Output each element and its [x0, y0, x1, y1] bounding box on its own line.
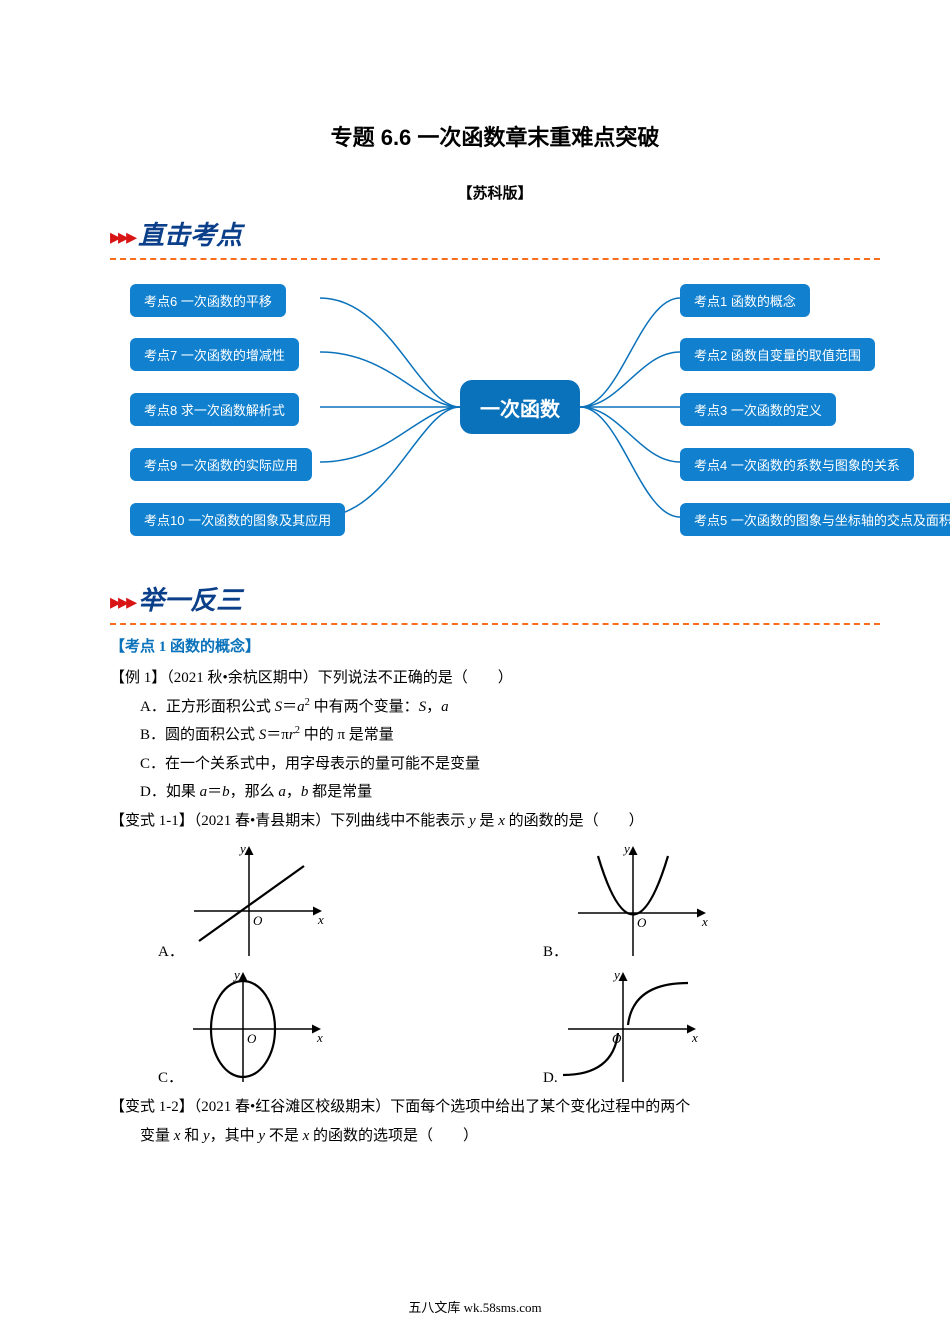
mm-right-3: 考点4 一次函数的系数与图象的关系	[680, 448, 914, 481]
arrows-icon-2: ▸▸▸	[110, 589, 134, 614]
var11-cell-B: B． y x O	[495, 841, 880, 961]
svg-text:x: x	[316, 1030, 323, 1045]
mindmap-center: 一次函数	[460, 380, 580, 434]
ex1-optC: C．在一个关系式中，用字母表示的量可能不是变量	[110, 750, 880, 779]
mm-right-0: 考点1 函数的概念	[680, 284, 810, 317]
svg-text:O: O	[637, 915, 647, 930]
svg-text:x: x	[691, 1030, 698, 1045]
mindmap: 一次函数 考点6 一次函数的平移 考点7 一次函数的增减性 考点8 求一次函数解…	[110, 270, 880, 560]
ex1-optD-pre: D．如果	[140, 784, 200, 800]
svg-text:x: x	[701, 914, 708, 929]
ex1-optA: A．正方形面积公式 S＝a2 中有两个变量：S，a	[110, 693, 880, 722]
section-badge-2: ▸▸▸ 举一反三	[110, 580, 880, 617]
ex1-optD-post: ，那么	[230, 784, 279, 800]
mm-right-1: 考点2 函数自变量的取值范围	[680, 338, 875, 371]
var11-optB: B．	[543, 940, 568, 961]
arrows-icon: ▸▸▸	[110, 224, 134, 249]
topic-heading-1: 【考点 1 函数的概念】	[110, 635, 880, 656]
var12-line1: 【变式 1-2】（2021 春•红谷滩区校级期末）下面每个选项中给出了某个变化过…	[110, 1093, 880, 1122]
var11-label: 【变式 1-1】（2021 春•青县期末）下列曲线中不能表示 y 是 x 的函数…	[110, 807, 880, 836]
svg-text:O: O	[247, 1031, 257, 1046]
ex1-optB-tail: 是常量	[345, 727, 394, 743]
dashed-divider-2	[110, 623, 880, 625]
page-title: 专题 6.6 一次函数章末重难点突破	[110, 120, 880, 152]
svg-text:y: y	[612, 967, 620, 982]
example-1-label: 【例 1】（2021 秋•余杭区期中）下列说法不正确的是（ ）	[110, 664, 880, 693]
ex1-optB: B．圆的面积公式 S＝πr2 中的 π 是常量	[110, 721, 880, 750]
badge-text-1: 直击考点	[138, 221, 242, 250]
ex1-optA-mid: 中有两个变量：	[310, 699, 419, 715]
var11-cell-A: A． y x O	[110, 841, 495, 961]
ex1-optD-tail: 都是常量	[308, 784, 372, 800]
ex1-optA-pre: A．正方形面积公式	[140, 699, 275, 715]
badge-text-2: 举一反三	[138, 586, 242, 615]
section-badge-1: ▸▸▸ 直击考点	[110, 215, 880, 252]
svg-text:y: y	[232, 967, 240, 982]
subtitle: 【苏科版】	[110, 182, 880, 203]
mm-left-1: 考点7 一次函数的增减性	[130, 338, 299, 371]
mm-right-2: 考点3 一次函数的定义	[680, 393, 836, 426]
var11-optD: D.	[543, 1070, 558, 1087]
mm-left-4: 考点10 一次函数的图象及其应用	[130, 503, 345, 536]
var12-line2: 变量 x 和 y，其中 y 不是 x 的函数的选项是（ ）	[110, 1122, 880, 1151]
ex1-optB-pre: B．圆的面积公式	[140, 727, 259, 743]
var11-optA: A．	[158, 940, 184, 961]
var11-cell-D: D. y x O	[495, 967, 880, 1087]
mm-left-2: 考点8 求一次函数解析式	[130, 393, 299, 426]
page-footer: 五八文库 wk.58sms.com	[0, 1297, 950, 1316]
var11-optC: C．	[158, 1066, 183, 1087]
mm-left-0: 考点6 一次函数的平移	[130, 284, 286, 317]
graph-C: y x O	[183, 967, 333, 1087]
svg-text:y: y	[622, 841, 630, 856]
ex1-optD: D．如果 a＝b，那么 a，b 都是常量	[110, 778, 880, 807]
dashed-divider-1	[110, 258, 880, 260]
svg-text:O: O	[253, 913, 263, 928]
svg-text:x: x	[317, 912, 324, 927]
ex1-optB-post: 中的	[300, 727, 338, 743]
graph-D: y x O	[558, 967, 708, 1087]
mm-left-3: 考点9 一次函数的实际应用	[130, 448, 312, 481]
mm-right-4: 考点5 一次函数的图象与坐标轴的交点及面积	[680, 503, 950, 536]
graph-B: y x O	[568, 841, 718, 961]
graph-A: y x O	[184, 841, 334, 961]
var11-cell-C: C． y x O	[110, 967, 495, 1087]
svg-text:y: y	[238, 841, 246, 856]
